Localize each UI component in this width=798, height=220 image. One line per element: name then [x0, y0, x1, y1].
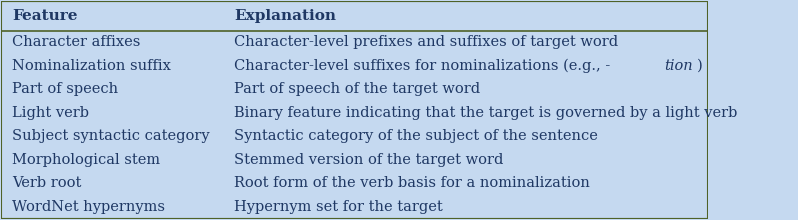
Text: Explanation: Explanation	[235, 9, 337, 23]
Text: Syntactic category of the subject of the sentence: Syntactic category of the subject of the…	[235, 129, 598, 143]
Text: Hypernym set for the target: Hypernym set for the target	[235, 200, 443, 214]
Text: tion: tion	[664, 59, 693, 73]
Text: Verb root: Verb root	[12, 176, 81, 190]
Text: WordNet hypernyms: WordNet hypernyms	[12, 200, 165, 214]
Text: Character-level prefixes and suffixes of target word: Character-level prefixes and suffixes of…	[235, 35, 618, 50]
Text: ): )	[697, 59, 702, 73]
Text: Character-level suffixes for nominalizations (e.g., -: Character-level suffixes for nominalizat…	[235, 59, 610, 73]
Text: Stemmed version of the target word: Stemmed version of the target word	[235, 153, 504, 167]
Text: Subject syntactic category: Subject syntactic category	[12, 129, 210, 143]
Text: Nominalization suffix: Nominalization suffix	[12, 59, 171, 73]
FancyBboxPatch shape	[2, 1, 708, 219]
Text: Root form of the verb basis for a nominalization: Root form of the verb basis for a nomina…	[235, 176, 591, 190]
Text: Part of speech: Part of speech	[12, 82, 118, 96]
Text: Light verb: Light verb	[12, 106, 89, 120]
Text: Morphological stem: Morphological stem	[12, 153, 160, 167]
Text: Binary feature indicating that the target is governed by a light verb: Binary feature indicating that the targe…	[235, 106, 738, 120]
Text: Feature: Feature	[12, 9, 77, 23]
Text: Part of speech of the target word: Part of speech of the target word	[235, 82, 480, 96]
Text: Character affixes: Character affixes	[12, 35, 140, 50]
